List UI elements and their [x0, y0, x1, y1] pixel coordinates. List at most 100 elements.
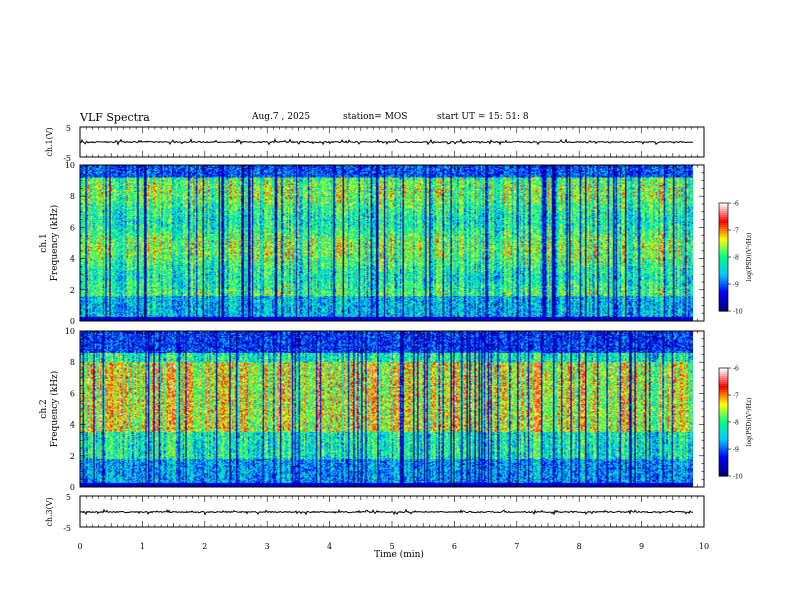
colorbar-segment	[719, 452, 728, 455]
colorbar-segment	[719, 396, 728, 399]
colorbar-segment	[719, 470, 728, 473]
colorbar-segment	[719, 241, 728, 244]
y-tick-label: 2	[70, 452, 75, 461]
colorbar-segment	[719, 450, 728, 453]
station-label: station= MOS	[343, 112, 408, 122]
colorbar-segment	[719, 422, 728, 425]
x-axis-label: Time (min)	[374, 549, 424, 560]
colorbar-segment	[719, 309, 728, 312]
ch1-spectrogram-panel: 0 2 4 6 8 10 ch.1 Frequency (kHz)	[39, 161, 705, 326]
colorbar-segment	[719, 285, 728, 288]
x-tick-label: 8	[577, 542, 582, 551]
colorbar-segment	[719, 468, 728, 471]
colorbar-tick-label: -8	[733, 420, 739, 427]
ch1-spectrogram-ylabel-channel: ch.1	[39, 233, 49, 252]
colorbar-segment	[719, 293, 728, 296]
x-tick-label: 4	[327, 542, 332, 551]
y-tick-label: 6	[70, 389, 75, 398]
colorbar-segment	[719, 456, 728, 459]
colorbar-segment	[719, 267, 728, 270]
colorbar-label: log(PSD)(V²/Hz)	[746, 233, 753, 282]
colorbar-segment	[719, 273, 728, 276]
ch3-waveform-line	[79, 508, 694, 516]
colorbar-segment	[719, 221, 728, 224]
colorbar-segment	[719, 448, 728, 451]
colorbar-segment	[719, 295, 728, 298]
colorbar-segment	[719, 215, 728, 218]
x-tick-label: 2	[202, 542, 207, 551]
colorbar-segment	[719, 229, 728, 232]
colorbar-segment	[719, 279, 728, 282]
ch1-ylabel: ch.1(V)	[45, 127, 54, 156]
colorbar-segment	[719, 249, 728, 252]
colorbar-segment	[719, 305, 728, 308]
colorbar-segment	[719, 444, 728, 447]
colorbar-segment	[719, 438, 728, 441]
colorbar-segment	[719, 307, 728, 310]
x-tick-label: 3	[265, 542, 270, 551]
colorbar-segment	[719, 277, 728, 280]
colorbar-segment	[719, 203, 728, 206]
colorbar-segment	[719, 454, 728, 457]
colorbar-tick-label: -10	[733, 309, 743, 316]
chart-title: VLF Spectra	[80, 111, 150, 124]
colorbar-segment	[719, 432, 728, 435]
y-tick-label: 8	[70, 358, 75, 367]
colorbar-segment	[719, 287, 728, 290]
colorbar-segment	[719, 390, 728, 393]
colorbar-segment	[719, 400, 728, 403]
colorbar-segment	[719, 434, 728, 437]
colorbar-segment	[719, 265, 728, 268]
colorbar-segment	[719, 378, 728, 381]
colorbar-segment	[719, 466, 728, 469]
colorbar-segment	[719, 388, 728, 391]
colorbar-segment	[719, 291, 728, 294]
colorbar-segment	[719, 245, 728, 248]
colorbar-segment	[719, 223, 728, 226]
colorbar-segment	[719, 436, 728, 439]
colorbar-segment	[719, 386, 728, 389]
colorbar-segment	[719, 394, 728, 397]
colorbar-segment	[719, 460, 728, 463]
colorbar-segment	[719, 414, 728, 417]
colorbar-tick-label: -9	[733, 447, 739, 454]
colorbar-segment	[719, 426, 728, 429]
colorbar-segment	[719, 462, 728, 465]
x-axis-tick-labels: 0 1 2 3 4 5 6 7 8 9 10	[77, 542, 709, 551]
colorbar-segment	[719, 420, 728, 423]
colorbar-segment	[719, 368, 728, 371]
y-tick-label: 6	[70, 223, 75, 232]
ch2-spectrogram-ylabel-unit: Frequency (kHz)	[49, 371, 60, 448]
colorbar-segment	[719, 255, 728, 258]
colorbar-segment	[719, 402, 728, 405]
ch3-waveform-panel: 5 -5 ch.3(V)	[45, 493, 705, 533]
colorbar-segment	[719, 430, 728, 433]
ch1-waveform-line	[79, 138, 694, 146]
colorbar-segment	[719, 239, 728, 242]
colorbar-tick-label: -7	[733, 393, 739, 400]
x-tick-label: 5	[389, 542, 394, 551]
colorbar-segment	[719, 275, 728, 278]
colorbar-tick-label: -10	[733, 474, 743, 481]
colorbar-segment	[719, 416, 728, 419]
ch1-colorbar: -6 -7 -8 -9 -10 log(PSD)(V²/Hz)	[718, 201, 753, 316]
colorbar-tick-label: -6	[733, 366, 739, 373]
y-tick-label: 4	[70, 255, 75, 264]
ch3-waveform-ticks	[79, 496, 705, 527]
colorbar-segment	[719, 474, 728, 477]
ch1-spectrogram-image	[80, 165, 693, 321]
ch2-spectrogram-panel: 0 2 4 6 8 10 ch.2 Frequency (kHz)	[39, 327, 705, 492]
colorbar-segment	[719, 213, 728, 216]
colorbar-segment	[719, 281, 728, 284]
x-tick-label: 1	[140, 542, 145, 551]
x-tick-label: 6	[452, 542, 457, 551]
colorbar-segment	[719, 211, 728, 214]
ch1-ytick-top: 5	[66, 124, 71, 133]
ch2-colorbar: -6 -7 -8 -9 -10 log(PSD)(V²/Hz)	[718, 366, 753, 481]
date-label: Aug.7 , 2025	[252, 112, 311, 122]
colorbar-tick-label: -8	[733, 255, 739, 262]
colorbar-label: log(PSD)(V²/Hz)	[746, 398, 753, 447]
colorbar-segment	[719, 301, 728, 304]
colorbar-segment	[719, 269, 728, 272]
colorbar-segment	[719, 372, 728, 375]
